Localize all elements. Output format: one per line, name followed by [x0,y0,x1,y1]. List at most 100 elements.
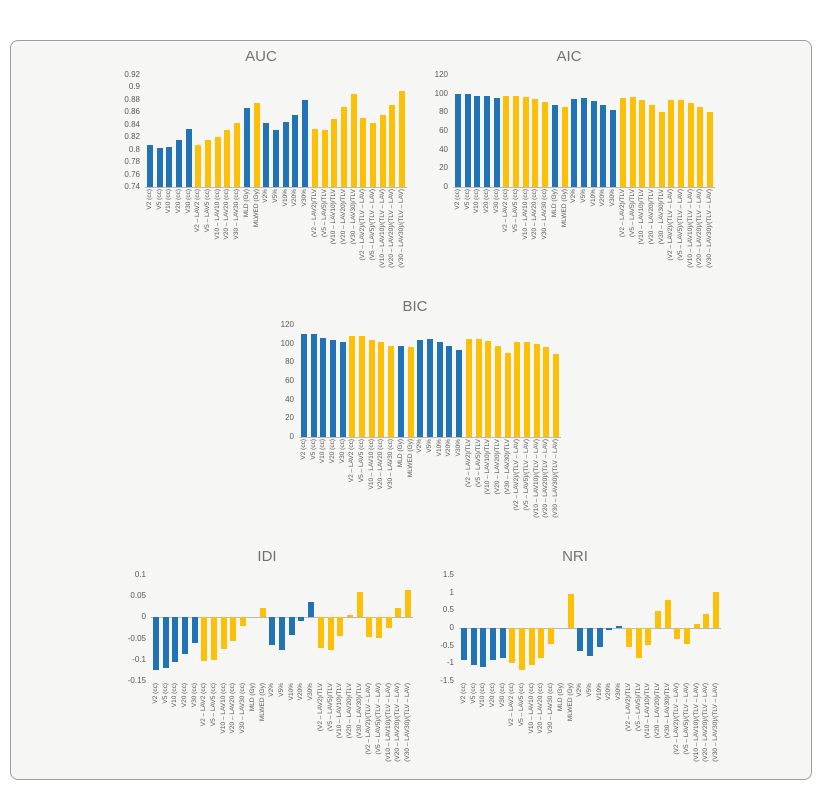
bar [543,347,550,437]
bar [407,347,414,437]
y-axis-tick-label: 0.88 [124,94,140,104]
x-axis-label: (V10 – LAV10)/(TLV – LAV) [532,439,540,518]
x-axis-label: V30 (cc) [184,189,192,214]
plot-area [459,575,721,681]
bar [300,334,307,437]
bar [533,343,540,437]
x-axis-label: V20 – LAV20 (cc) [537,683,545,734]
y-axis-tick-label: 0 [289,432,294,441]
bar [405,590,412,618]
x-axis-label: V5 – LAV5 (cc) [204,189,212,233]
x-axis-label: (V20 – LAV20)/TLV [653,683,661,739]
y-axis-tick-label: 120 [434,70,448,79]
x-axis-label: V30 (cc) [190,683,198,708]
x-axis-label: (V2 – LAV2)/TLV [464,439,472,488]
bar [269,617,276,645]
bar [474,95,481,187]
bar [645,628,652,645]
x-axis-label: (V2 – LAV2)/TLV [316,683,324,732]
chart-title: BIC [402,298,428,315]
chart-bic: BIC 120 100 80 60 40 20 0 V2 (cc) V5 (cc) V10 (c… [265,297,565,525]
y-axis-tick-label: 0.05 [130,591,146,601]
x-axis-label: V10 – LAV10 (cc) [521,189,529,240]
x-axis-label: (V2 – LAV2)/TLV [624,683,632,732]
x-axis-label: (V30 – LAV30)/(TLV – LAV) [712,683,720,762]
x-axis-label: (V30 – LAV30)/TLV [657,189,665,245]
chart-title: AIC [556,48,582,65]
y-axis-tick-label: 20 [439,163,448,173]
y-axis-tick-label: 0.76 [124,169,140,179]
bar [243,107,250,187]
x-axis-label: (V5 – LAV5)/(TLV – LAV) [677,189,685,261]
bar [379,114,386,187]
x-axis-label: (V20 – LAV20)/(TLV – LAV) [394,683,402,762]
x-axis-label: (V5 – LAV5)/(TLV – LAV) [683,683,691,755]
y-axis-tick-label: 0.8 [128,144,140,154]
bar [697,106,704,187]
bar [454,93,461,187]
bar [616,625,623,628]
y-axis: 1.5 1 0.5 0 -0.5 -1 -1.5 [425,570,459,685]
x-axis-label: (V5 – LAV5)/TLV [320,189,328,238]
bar [470,628,477,666]
x-axis-label: V2 – LAV2 (cc) [194,189,202,233]
x-axis-label: V2 – LAV2 (cc) [200,683,208,727]
bar [205,140,212,187]
x-axis-label: MLD (Gy) [396,439,404,468]
x-axis-label: (V5 – LAV5)/TLV [628,189,636,238]
x-axis-label: V2% [262,189,270,203]
x-axis-label: (V2 – LAV2)/(TLV – LAV) [359,189,367,261]
x-axis-label: (V20 – LAV20)/TLV [339,189,347,245]
bar [532,99,539,187]
bar [596,628,603,648]
x-axis-label: (V20 – LAV20)/TLV [647,189,655,245]
x-axis-label: V30% [301,189,309,207]
y-axis: 0.1 0.05 0 -0.05 -0.1 -0.15 [117,570,151,685]
bar [308,602,315,618]
chart-body: 0.92 0.9 0.88 0.86 0.84 0.82 0.8 0.78 0.76 0.74 V… [111,70,411,275]
x-axis-labels: V2 (cc) V5 (cc) V10 (cc) V20 (cc) V30 (cc) V2… [459,683,721,769]
bar [310,334,317,437]
bar [703,613,710,628]
x-axis-label: V2 (cc) [459,683,467,704]
x-axis-label: MLD (Gy) [556,683,564,712]
y-axis-tick-label: -1.5 [440,676,454,685]
bar [693,624,700,628]
x-axis-label: V20 (cc) [174,189,182,214]
x-axis-label: V2% [570,189,578,203]
y-axis-tick-label: -0.1 [132,654,146,664]
x-axis-label: V10 (cc) [165,189,173,214]
x-axis-label: V2 (cc) [299,439,307,460]
y-axis-tick-label: 80 [285,357,294,367]
bar [625,628,632,648]
bar [359,336,366,437]
bar [524,341,531,437]
bar [580,98,587,187]
bar [635,628,642,659]
x-axis-label: (V2 – LAV2)/TLV [618,189,626,238]
bar [156,148,163,187]
x-axis-label: (V2 – LAV2)/(TLV – LAV) [673,683,681,755]
x-axis-label: V2 (cc) [151,683,159,704]
bar [503,95,510,187]
bar [378,341,385,437]
x-axis-label: (V2 – LAV2)/(TLV – LAV) [513,439,521,511]
y-axis-tick-label: 0.84 [124,119,140,129]
x-axis-label: V20 – LAV20 (cc) [229,683,237,734]
y-axis-tick-label: 0 [141,612,146,622]
bar [542,102,549,187]
x-axis-label: MLD (Gy) [248,683,256,712]
bar [399,91,406,187]
y-axis-tick-label: 60 [439,126,448,135]
x-axis-label: V5% [579,189,587,203]
bar [292,115,299,187]
x-axis-label: V30% [609,189,617,207]
x-axis-label: (V10 – LAV10)/TLV [644,683,652,739]
bar [220,617,227,650]
x-axis-label: V20% [291,189,299,207]
plot-column: V2 (cc) V5 (cc) V10 (cc) V20 (cc) V30 (cc) V2… [299,325,565,525]
x-axis-label: V30 – LAV30 (cc) [233,189,241,240]
x-axis-label: V30 (cc) [498,683,506,708]
bar [417,339,424,437]
x-axis-label: (V5 – LAV5)/TLV [634,683,642,732]
